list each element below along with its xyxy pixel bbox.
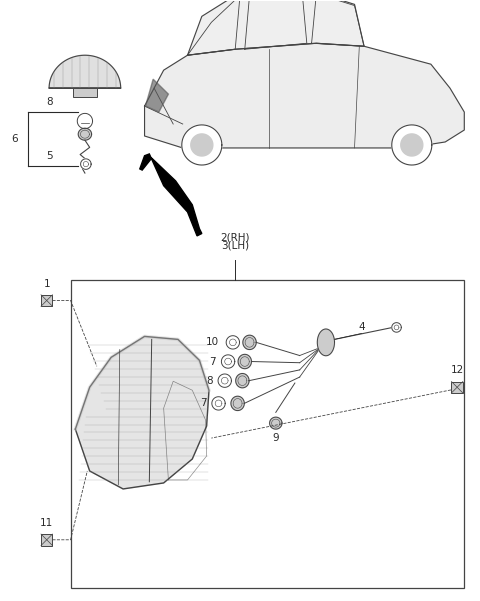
Polygon shape	[77, 114, 93, 129]
Text: 5: 5	[46, 151, 52, 161]
Polygon shape	[401, 134, 423, 156]
Polygon shape	[221, 355, 235, 368]
Bar	[41, 534, 52, 546]
Polygon shape	[191, 134, 213, 156]
Polygon shape	[49, 55, 120, 88]
Bar	[41, 294, 52, 307]
Polygon shape	[392, 323, 401, 332]
Polygon shape	[231, 396, 244, 410]
Text: 7: 7	[209, 356, 216, 367]
Polygon shape	[243, 335, 256, 350]
Bar	[73, 88, 97, 97]
Polygon shape	[182, 125, 222, 165]
Text: 2(RH): 2(RH)	[220, 233, 250, 242]
Bar	[451, 382, 463, 393]
Polygon shape	[144, 43, 464, 148]
Polygon shape	[212, 397, 225, 410]
Polygon shape	[78, 128, 92, 140]
Polygon shape	[226, 336, 240, 349]
Polygon shape	[145, 79, 168, 112]
Polygon shape	[238, 355, 252, 368]
Text: 10: 10	[205, 337, 218, 347]
Polygon shape	[236, 373, 249, 388]
Text: 8: 8	[46, 97, 52, 107]
Text: 7: 7	[200, 398, 206, 409]
Text: 11: 11	[40, 518, 53, 528]
Text: 8: 8	[206, 376, 213, 386]
Polygon shape	[140, 154, 202, 236]
Polygon shape	[218, 374, 231, 388]
Text: 1: 1	[43, 278, 50, 288]
Text: 3(LH): 3(LH)	[221, 240, 249, 250]
Polygon shape	[75, 337, 209, 489]
Text: 6: 6	[12, 134, 18, 144]
Polygon shape	[188, 0, 364, 55]
Polygon shape	[81, 159, 91, 169]
Bar	[71, 279, 464, 588]
Polygon shape	[392, 125, 432, 165]
Text: 4: 4	[359, 322, 365, 332]
Polygon shape	[317, 329, 335, 356]
Text: 9: 9	[273, 433, 279, 444]
Text: 12: 12	[451, 365, 464, 375]
Polygon shape	[270, 417, 282, 429]
